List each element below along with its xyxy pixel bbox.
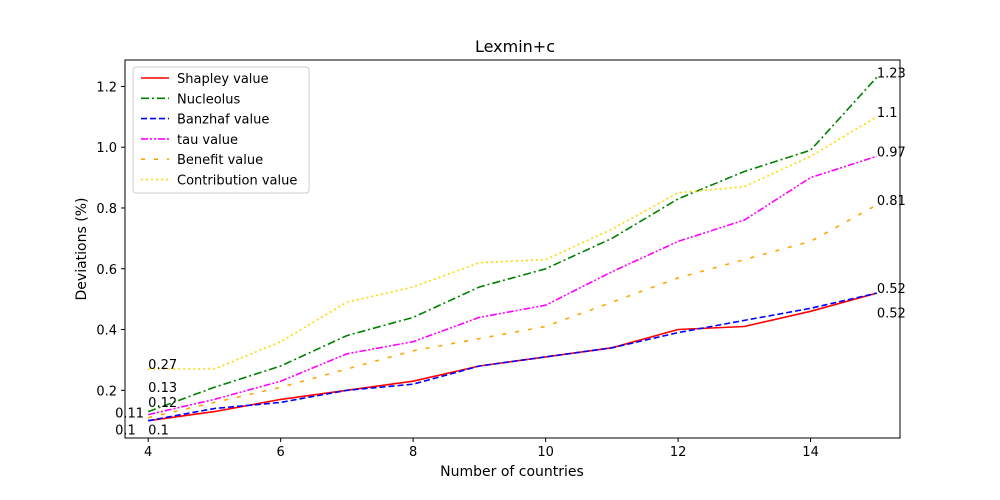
x-tick-label-3: 10 — [537, 445, 554, 460]
data-label-3: 0.81 — [877, 194, 906, 209]
y-tick-label-5: 1.2 — [96, 80, 117, 95]
legend: Shapley value Nucleolus Banzhaf value tau v… — [132, 66, 310, 194]
y-tick-label-1: 0.4 — [96, 324, 117, 339]
y-tick-label-4: 1.0 — [96, 141, 117, 156]
legend-label-4: Benefit value — [177, 153, 263, 168]
data-label-7: 0.13 — [148, 381, 177, 396]
y-tick-label-2: 0.6 — [96, 263, 117, 278]
data-label-11: 0.1 — [148, 423, 169, 438]
x-tick-label-5: 14 — [802, 445, 819, 460]
legend-label-3: tau value — [177, 133, 238, 148]
data-label-0: 1.23 — [877, 66, 906, 81]
data-label-4: 0.52 — [877, 282, 906, 297]
y-tick-label-0: 0.2 — [96, 384, 117, 399]
legend-label-0: Shapley value — [177, 72, 269, 87]
series-layer — [147, 76, 878, 422]
series-line-0 — [148, 292, 878, 422]
data-labels: 1.231.10.970.810.520.520.270.130.120.110… — [115, 66, 906, 438]
plot-frame — [124, 59, 901, 439]
series-line-5 — [148, 116, 878, 370]
y-axis-label: Deviations (%) — [74, 198, 90, 301]
x-axis: 4 6 8 10 12 14 — [144, 438, 819, 460]
data-label-8: 0.12 — [148, 396, 177, 411]
legend-label-1: Nucleolus — [177, 92, 241, 107]
legend-label-5: Contribution value — [177, 174, 297, 189]
x-tick-label-2: 8 — [409, 445, 417, 460]
data-label-6: 0.27 — [148, 358, 177, 373]
series-line-1 — [147, 76, 878, 413]
y-tick-label-3: 0.8 — [96, 202, 117, 217]
series-line-2 — [148, 292, 877, 422]
data-label-1: 1.1 — [877, 106, 898, 121]
x-axis-label: Number of countries — [440, 464, 584, 480]
chart-title: Lexmin+c — [475, 37, 555, 56]
data-label-2: 0.97 — [877, 145, 906, 160]
x-tick-label-4: 12 — [670, 445, 687, 460]
legend-box — [132, 66, 310, 194]
legend-label-2: Banzhaf value — [177, 113, 269, 128]
x-tick-label-0: 4 — [144, 445, 152, 460]
data-label-5: 0.52 — [877, 306, 906, 321]
x-tick-label-1: 6 — [277, 445, 285, 460]
data-label-10: 0.1 — [115, 423, 136, 438]
y-axis: 0.2 0.4 0.6 0.8 1.0 1.2 — [96, 80, 125, 399]
series-line-3 — [148, 155, 878, 416]
data-label-9: 0.11 — [115, 407, 144, 422]
